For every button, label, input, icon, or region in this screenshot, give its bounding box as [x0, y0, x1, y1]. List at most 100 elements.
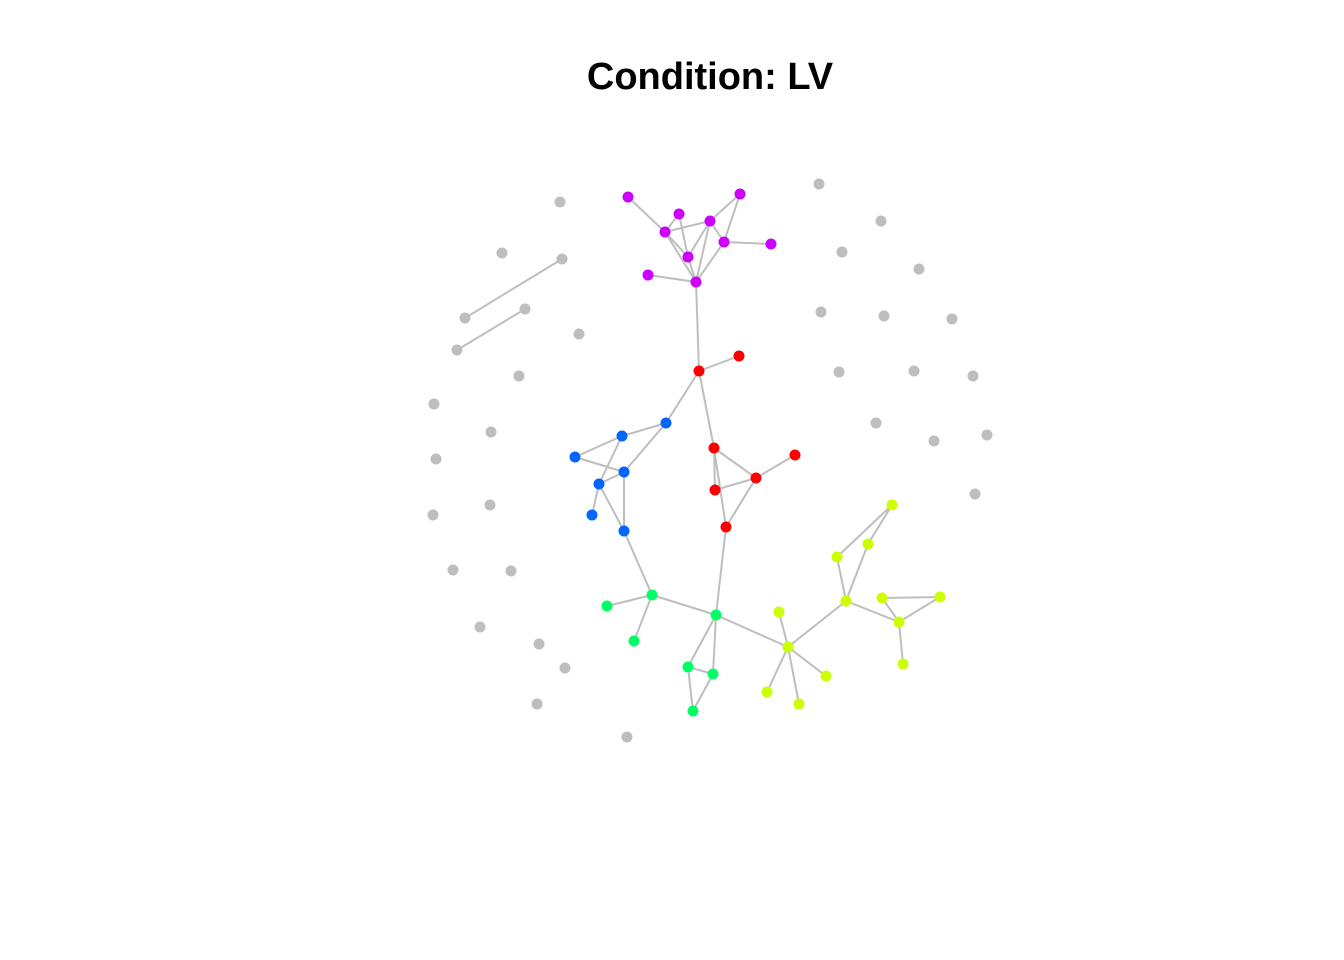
graph-node	[586, 509, 598, 521]
graph-edge	[456, 308, 526, 351]
graph-edge	[627, 196, 666, 233]
graph-edge	[664, 231, 689, 258]
graph-edge	[623, 422, 667, 473]
graph-node	[618, 466, 630, 478]
graph-edge	[698, 370, 715, 449]
graph-node-isolated	[878, 310, 890, 322]
graph-node-isolated	[875, 215, 887, 227]
graph-edge	[898, 596, 941, 623]
graph-node-isolated	[451, 344, 463, 356]
graph-node-isolated	[946, 313, 958, 325]
graph-edge	[723, 193, 741, 243]
graph-edge	[709, 193, 741, 222]
graph-edge	[687, 614, 717, 668]
graph-node	[934, 591, 946, 603]
graph-node	[718, 236, 730, 248]
graph-node	[628, 635, 640, 647]
graph-edge	[881, 596, 941, 599]
graph-node-isolated	[496, 247, 508, 259]
graph-node	[690, 276, 702, 288]
graph-edge	[651, 594, 717, 616]
graph-edge	[687, 666, 694, 712]
graph-node-isolated	[870, 417, 882, 429]
graph-edge	[664, 220, 711, 233]
graph-node	[693, 365, 705, 377]
graph-edge	[725, 477, 757, 528]
graph-edge	[713, 447, 757, 479]
graph-node-isolated	[813, 178, 825, 190]
graph-node-isolated	[428, 398, 440, 410]
graph-node	[618, 525, 630, 537]
graph-node	[876, 592, 888, 604]
graph-node	[622, 191, 634, 203]
graph-node-isolated	[554, 196, 566, 208]
graph-node-isolated	[505, 565, 517, 577]
graph-edge	[698, 355, 740, 372]
graph-edge	[695, 220, 711, 283]
graph-node	[886, 499, 898, 511]
graph-node-isolated	[531, 698, 543, 710]
graph-node	[820, 670, 832, 682]
graph-edge	[621, 422, 667, 437]
graph-edge	[867, 504, 893, 545]
graph-node-isolated	[533, 638, 545, 650]
graph-node	[840, 595, 852, 607]
graph-edge	[778, 611, 789, 648]
graph-edge	[836, 556, 847, 602]
graph-edge	[787, 600, 847, 648]
graph-node	[660, 417, 672, 429]
graph-node	[682, 251, 694, 263]
graph-edge	[633, 594, 653, 642]
plot-title: Condition: LV	[586, 56, 834, 98]
graph-node-isolated	[621, 731, 633, 743]
graph-node	[642, 269, 654, 281]
graph-edge	[692, 673, 714, 712]
graph-node-isolated	[967, 370, 979, 382]
graph-edge	[787, 646, 800, 705]
graph-node	[773, 606, 785, 618]
graph-node-isolated	[969, 488, 981, 500]
graph-node	[704, 215, 716, 227]
graph-edge	[714, 477, 757, 491]
graph-node-isolated	[474, 621, 486, 633]
graph-node-isolated	[559, 662, 571, 674]
graph-edge	[664, 231, 697, 283]
graph-node	[707, 668, 719, 680]
graph-edge	[713, 447, 716, 491]
graph-edge	[687, 220, 711, 258]
graph-edge	[678, 213, 689, 258]
graph-node	[710, 609, 722, 621]
edges-layer	[456, 193, 941, 712]
graph-node	[616, 430, 628, 442]
graph-edge	[715, 526, 727, 616]
graph-node-isolated	[513, 370, 525, 382]
graph-node	[673, 208, 685, 220]
graph-node-isolated	[928, 435, 940, 447]
graph-node-isolated	[908, 365, 920, 377]
graph-node	[682, 661, 694, 673]
graph-node	[659, 226, 671, 238]
graph-node	[734, 188, 746, 200]
graph-edge	[836, 504, 893, 558]
graph-node	[761, 686, 773, 698]
graph-edge	[898, 621, 904, 665]
graph-edge	[574, 435, 623, 458]
graph-node	[593, 478, 605, 490]
graph-edge	[787, 646, 827, 677]
graph-node-isolated	[430, 453, 442, 465]
graph-node-isolated	[573, 328, 585, 340]
graph-edge	[606, 594, 653, 607]
graph-edge	[695, 281, 700, 372]
graph-edge	[715, 614, 789, 648]
graph-edge	[712, 614, 717, 675]
graph-node	[897, 658, 909, 670]
graph-node-isolated	[427, 509, 439, 521]
graph-edge	[755, 454, 796, 479]
graph-edge	[464, 258, 563, 319]
graph-node-isolated	[459, 312, 471, 324]
graph-edge	[845, 543, 869, 602]
nodes-layer	[427, 178, 993, 743]
graph-node-isolated	[485, 426, 497, 438]
graph-node	[720, 521, 732, 533]
